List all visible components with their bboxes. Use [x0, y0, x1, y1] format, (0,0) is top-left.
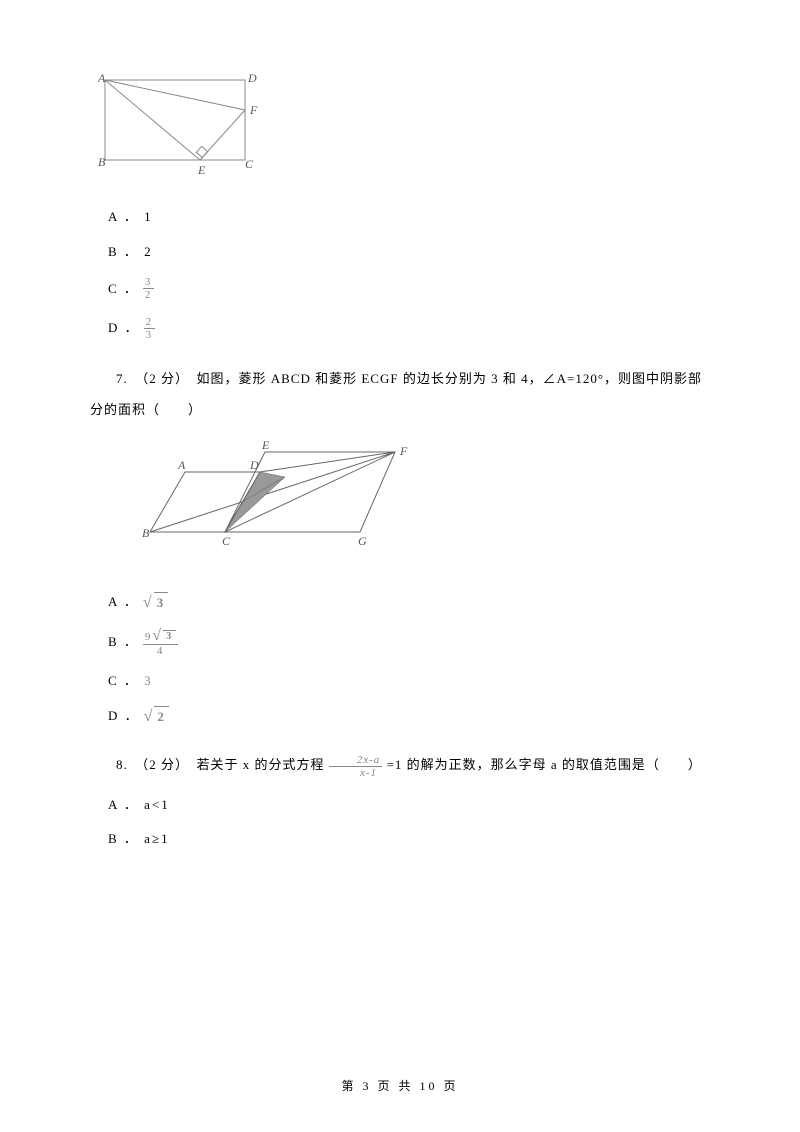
opt-value: 3 — [144, 673, 153, 688]
radical-icon: √ — [152, 628, 163, 644]
opt-value: 2 — [144, 244, 153, 259]
q7-option-a: A ． √ 3 — [108, 592, 710, 614]
q6-option-a: A ． 1 — [108, 207, 710, 228]
opt-prefix: B ． — [108, 831, 139, 846]
label-e: E — [197, 163, 206, 177]
frac-num: 3 — [143, 276, 155, 289]
q6-option-d: D ． 2 3 — [108, 316, 710, 341]
sqrt-arg: 2 — [154, 706, 169, 728]
q6-option-b: B ． 2 — [108, 242, 710, 263]
opt-value: 1 — [144, 209, 153, 224]
label-c: C — [222, 534, 231, 548]
frac-num: 2x-a — [329, 754, 383, 767]
q8-post: =1 的解为正数，那么字母 a 的取值范围是（ ） — [387, 757, 702, 772]
fraction: 2x-a x-1 — [329, 754, 383, 779]
label-c: C — [245, 157, 254, 171]
frac-den: 4 — [155, 645, 167, 657]
opt-value: a≥1 — [144, 831, 169, 846]
label-f: F — [249, 103, 258, 117]
opt-prefix: D ． — [108, 706, 140, 727]
label-a: A — [97, 71, 106, 85]
fraction: 9√3 4 — [143, 628, 178, 657]
sqrt: √3 — [152, 628, 176, 644]
opt-prefix: A ． — [108, 797, 139, 812]
opt-prefix: B ． — [108, 244, 139, 259]
radical-icon: √ — [144, 709, 155, 725]
rectangle-diagram: A B C D E F — [90, 70, 260, 180]
q7-text: 7. （2 分） 如图，菱形 ABCD 和菱形 ECGF 的边长分别为 3 和 … — [90, 363, 710, 425]
q8-option-a: A ． a<1 — [108, 795, 710, 816]
frac-den: x-1 — [332, 767, 379, 779]
page-footer: 第 3 页 共 10 页 — [0, 1077, 800, 1096]
frac-num: 9√3 — [143, 628, 178, 645]
opt-prefix: B ． — [108, 632, 139, 653]
label-d: D — [247, 71, 257, 85]
label-g: G — [358, 534, 367, 548]
frac-den: 3 — [144, 329, 156, 341]
q6-option-c: C ． 3 2 — [108, 276, 710, 301]
coef: 9 — [145, 631, 153, 643]
label-d: D — [249, 458, 259, 472]
fraction: 3 2 — [143, 276, 155, 301]
sqrt: √ 3 — [143, 592, 168, 614]
q8-text: 8. （2 分） 若关于 x 的分式方程 2x-a x-1 =1 的解为正数，那… — [90, 749, 710, 780]
radical-icon: √ — [143, 595, 154, 611]
q7-option-b: B ． 9√3 4 — [108, 628, 710, 657]
opt-prefix: A ． — [108, 592, 139, 613]
opt-prefix: C ． — [108, 673, 139, 688]
q8-option-b: B ． a≥1 — [108, 829, 710, 850]
frac-den: 2 — [143, 289, 155, 301]
sqrt-arg: 3 — [163, 630, 176, 642]
label-b: B — [142, 526, 150, 540]
rhombus-diagram: A B C D E F G — [130, 437, 420, 567]
fraction: 2 3 — [144, 316, 156, 341]
shaded-upper — [242, 472, 285, 502]
opt-value: a<1 — [144, 797, 170, 812]
label-f: F — [399, 444, 408, 458]
frac-num: 2 — [144, 316, 156, 329]
sqrt: √ 2 — [144, 706, 169, 728]
q7-option-c: C ． 3 — [108, 671, 710, 692]
q8-pre: 8. （2 分） 若关于 x 的分式方程 — [116, 757, 329, 772]
label-a: A — [177, 458, 186, 472]
q7-option-d: D ． √ 2 — [108, 706, 710, 728]
label-e: E — [261, 438, 270, 452]
figure-rhombus: A B C D E F G — [130, 437, 710, 574]
opt-prefix: D ． — [108, 318, 140, 339]
opt-prefix: A ． — [108, 209, 139, 224]
figure-rectangle-abcd: A B C D E F — [90, 70, 710, 187]
opt-prefix: C ． — [108, 279, 139, 300]
label-b: B — [98, 155, 106, 169]
sqrt-arg: 3 — [154, 592, 169, 614]
